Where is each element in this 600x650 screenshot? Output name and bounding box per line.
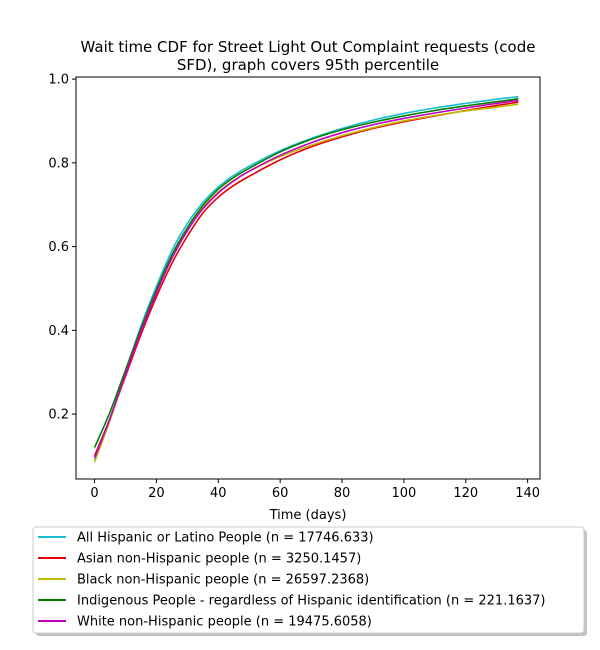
legend-label-1: All Hispanic or Latino People (n = 17746… [77,531,374,546]
x-axis-label: Time (days) [269,508,347,523]
x-tick-label: 60 [272,486,289,501]
series-line-1 [93,95,519,461]
x-tick-label: 20 [148,486,165,501]
plot-frame [75,76,541,480]
x-tick-label: 40 [210,486,227,501]
y-tick-label: 0.6 [48,240,69,255]
x-axis: 0 20 40 60 80 100 120 140 [90,479,540,501]
y-tick-label: 1.0 [48,73,69,88]
legend: All Hispanic or Latino People (n = 17746… [32,526,587,636]
legend-label-5: White non-Hispanic people (n = 19475.605… [77,615,372,630]
y-tick-label: 0.2 [48,408,69,423]
series-line-2 [93,101,519,457]
chart-title-line-2: SFD), graph covers 95th percentile [177,56,439,74]
y-axis: 0.2 0.4 0.6 0.8 1.0 [48,73,76,423]
series-line-5 [93,99,519,459]
legend-label-3: Black non-Hispanic people (n = 26597.236… [77,573,369,588]
series-line-4 [93,97,519,448]
x-tick-label: 140 [515,486,540,501]
chart-title: Wait time CDF for Street Light Out Compl… [81,38,536,74]
legend-label-4: Indigenous People - regardless of Hispan… [77,594,546,609]
x-tick-label: 80 [334,486,351,501]
x-tick-label: 100 [391,486,416,501]
plot-lines [93,95,519,463]
legend-box [32,526,585,634]
x-tick-label: 0 [90,486,98,501]
y-tick-label: 0.8 [48,156,69,171]
x-tick-label: 120 [453,486,478,501]
y-tick-label: 0.4 [48,324,69,339]
chart-title-line-1: Wait time CDF for Street Light Out Compl… [81,38,536,56]
legend-label-2: Asian non-Hispanic people (n = 3250.1457… [77,552,361,567]
